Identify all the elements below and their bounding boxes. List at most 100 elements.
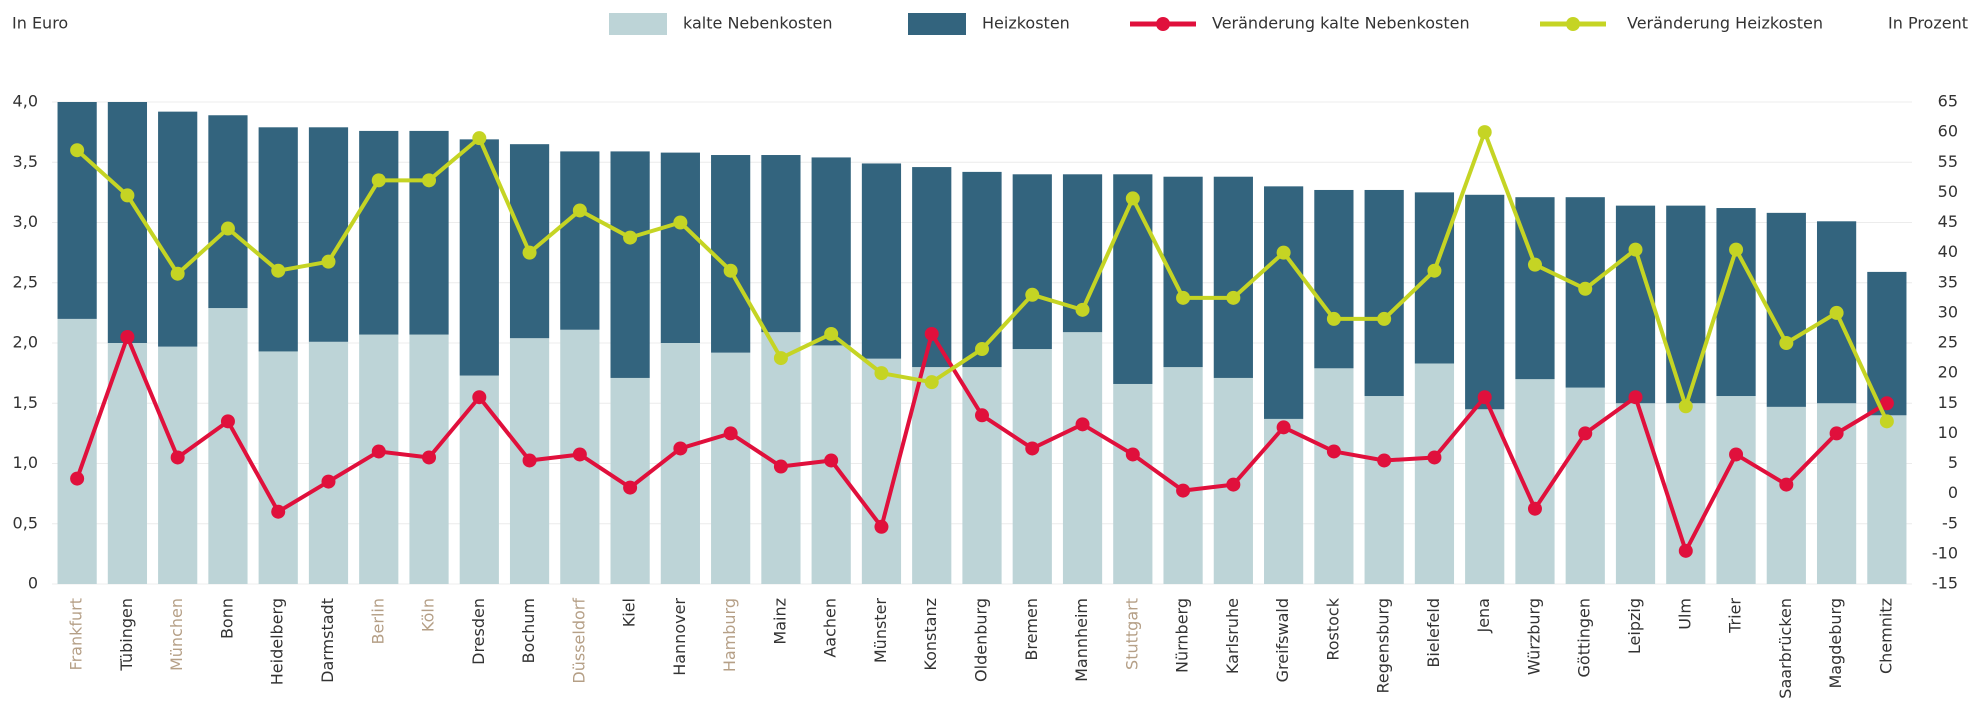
bar-segment <box>1314 189 1354 369</box>
line-point <box>1075 417 1090 432</box>
y-tick-label: 3,5 <box>13 152 38 171</box>
y2-tick-label: 20 <box>1938 363 1958 382</box>
bar-segment <box>660 343 700 584</box>
line-point <box>572 203 587 218</box>
bar-segment <box>1414 192 1455 364</box>
x-tick-label: Greifswald <box>1273 598 1292 682</box>
legend-label: kalte Nebenkosten <box>683 14 832 33</box>
bar-segment <box>912 367 952 584</box>
bar-segment <box>359 130 399 335</box>
line-point <box>1578 426 1593 441</box>
bar-segment <box>1465 409 1505 584</box>
line-point <box>1326 444 1341 459</box>
x-tick-label: Münster <box>871 598 890 664</box>
x-tick-label: Düsseldorf <box>569 598 588 684</box>
line-point <box>1025 287 1040 302</box>
x-tick-label: Aachen <box>821 598 840 658</box>
legend-swatch <box>1566 17 1580 31</box>
y-tick-label: 2,5 <box>13 272 38 291</box>
line-point <box>924 375 939 390</box>
line-point <box>271 263 286 278</box>
y2-tick-label: 55 <box>1938 152 1958 171</box>
x-tick-label: Oldenburg <box>972 598 991 682</box>
x-tick-label: Karlsruhe <box>1223 598 1242 674</box>
bar-segment <box>1264 186 1304 419</box>
line-point <box>1427 450 1442 465</box>
x-tick-label: Magdeburg <box>1826 598 1845 689</box>
bar-segment <box>1666 205 1706 404</box>
y2-tick-label: 0 <box>1948 483 1958 502</box>
bar-segment <box>107 102 148 343</box>
bar-segment <box>409 130 449 335</box>
y-axis-label: In Euro <box>12 14 68 33</box>
line-point <box>1276 245 1291 260</box>
line-point <box>70 471 85 486</box>
line-point <box>1527 257 1542 272</box>
line-point <box>924 326 939 341</box>
y-tick-label: 1,5 <box>13 393 38 412</box>
x-tick-label: Köln <box>419 598 438 632</box>
line-point <box>321 474 336 489</box>
line-point <box>522 245 537 260</box>
line-point <box>1879 396 1894 411</box>
x-tick-label: Mainz <box>770 598 789 645</box>
line-point <box>472 390 487 405</box>
legend-swatch <box>1156 17 1170 31</box>
line-point <box>673 441 688 456</box>
line-point <box>1226 290 1241 305</box>
x-tick-label: Nürnberg <box>1173 598 1192 673</box>
line-point <box>623 480 638 495</box>
bar-segment <box>1113 174 1153 384</box>
line-point <box>321 254 336 269</box>
x-tick-label: Konstanz <box>921 598 940 671</box>
line-point <box>773 351 788 366</box>
x-tick-label: Ulm <box>1675 598 1694 630</box>
line-point <box>220 414 235 429</box>
x-tick-label: Frankfurt <box>67 598 86 670</box>
x-tick-label: Jena <box>1474 598 1493 634</box>
bar-segment <box>610 151 650 378</box>
line-point <box>1527 501 1542 516</box>
bar-segment <box>1716 396 1756 584</box>
bar-segment <box>57 102 97 319</box>
line-point <box>170 450 185 465</box>
line-point <box>1829 426 1844 441</box>
line-point <box>1628 390 1643 405</box>
y2-axis-label: In Prozent <box>1888 14 1968 33</box>
bar-segment <box>158 111 198 347</box>
line-point <box>975 408 989 423</box>
y-tick-label: 1,0 <box>13 453 38 472</box>
y2-tick-label: 45 <box>1938 212 1958 231</box>
x-tick-label: Chemnitz <box>1876 598 1895 674</box>
line-point <box>723 426 738 441</box>
line-point <box>1125 447 1140 462</box>
y-tick-label: 2,0 <box>13 333 38 352</box>
line-point <box>1477 125 1492 140</box>
line-point <box>522 453 537 468</box>
line-point <box>371 444 386 459</box>
legend-label: Veränderung kalte Nebenkosten <box>1212 14 1470 33</box>
line-point <box>1377 311 1392 326</box>
x-tick-label: Bielefeld <box>1424 598 1443 668</box>
line-point <box>824 326 839 341</box>
y2-tick-label: 40 <box>1938 242 1958 261</box>
x-tick-label: Bonn <box>217 598 236 639</box>
x-tick-label: Berlin <box>368 598 387 644</box>
bar-segment <box>1867 415 1907 584</box>
line-point <box>220 221 235 236</box>
x-tick-label: Würzburg <box>1524 598 1543 675</box>
legend-label: Heizkosten <box>982 14 1070 33</box>
x-tick-label: Stuttgart <box>1122 598 1141 670</box>
x-tick-label: Göttingen <box>1575 598 1594 677</box>
x-tick-label: Tübingen <box>117 598 136 672</box>
bar-segment <box>208 115 248 309</box>
x-tick-label: Hamburg <box>720 598 739 672</box>
y2-tick-label: 5 <box>1948 453 1958 472</box>
x-tick-label: Leipzig <box>1625 598 1644 654</box>
line-point <box>1678 399 1693 414</box>
x-tick-label: Hannover <box>670 598 689 676</box>
line-point <box>1377 453 1392 468</box>
line-point <box>975 342 989 357</box>
y2-tick-label: 60 <box>1938 122 1958 141</box>
